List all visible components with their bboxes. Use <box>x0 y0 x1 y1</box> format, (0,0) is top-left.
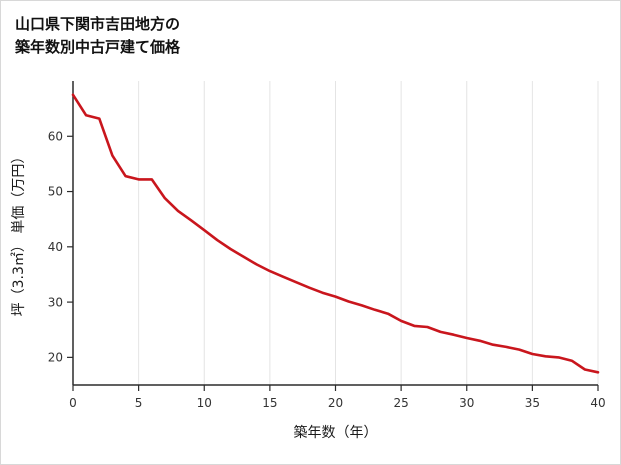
x-tick-label: 35 <box>525 396 540 410</box>
chart-title-line-2: 築年数別中古戸建て価格 <box>15 37 181 56</box>
y-tick-label: 40 <box>48 240 63 254</box>
x-tick-label: 5 <box>135 396 143 410</box>
y-tick-label: 30 <box>48 295 63 309</box>
x-axis-label: 築年数（年） <box>294 425 378 441</box>
price-line-chart: 20 30 40 50 60 0 5 10 15 20 25 30 35 40 築年数（年） 坪（3.3㎡） … <box>1 69 620 464</box>
x-tick-label: 20 <box>328 396 343 410</box>
x-tick-label: 40 <box>590 396 605 410</box>
x-tick-label: 10 <box>197 396 212 410</box>
x-tick-label: 15 <box>262 396 277 410</box>
y-tick-label: 50 <box>48 185 63 199</box>
y-axis-label: 坪（3.3㎡） 単価（万円） <box>11 150 27 317</box>
price-line-series <box>71 93 600 374</box>
x-tick-label: 25 <box>393 396 408 410</box>
y-tick-label: 60 <box>48 129 63 143</box>
chart-title-line-1: 山口県下関市吉田地方の <box>15 15 181 33</box>
chart-canvas: 20 30 40 50 60 0 5 10 15 20 25 30 35 40 築年数（年） 坪（3.3㎡） … <box>11 81 606 441</box>
chart-title: 山口県下関市吉田地方の 築年数別中古戸建て価格 <box>1 1 620 58</box>
y-tick-label: 20 <box>48 351 63 365</box>
x-tick-label: 30 <box>459 396 474 410</box>
x-tick-label: 0 <box>69 396 77 410</box>
